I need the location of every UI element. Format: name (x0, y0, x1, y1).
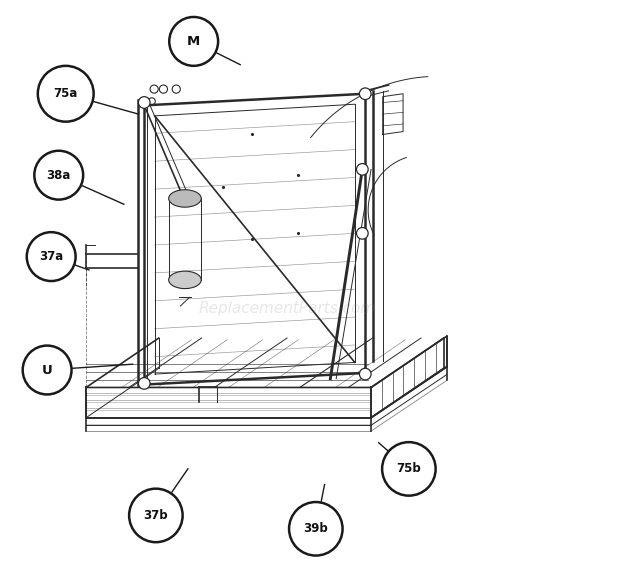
Circle shape (38, 66, 94, 122)
Circle shape (138, 378, 150, 389)
Ellipse shape (169, 271, 202, 289)
Circle shape (360, 88, 371, 100)
Text: 38a: 38a (46, 168, 71, 182)
Circle shape (27, 232, 76, 281)
Circle shape (138, 97, 150, 108)
Circle shape (356, 164, 368, 175)
Text: U: U (42, 364, 53, 377)
Ellipse shape (169, 189, 202, 207)
Text: 75b: 75b (397, 462, 421, 475)
Text: M: M (187, 35, 200, 48)
Circle shape (129, 489, 183, 542)
Circle shape (289, 502, 343, 556)
Text: 37a: 37a (39, 250, 63, 263)
Circle shape (360, 368, 371, 380)
Circle shape (34, 151, 83, 199)
Text: 39b: 39b (303, 522, 328, 535)
Circle shape (382, 442, 436, 496)
Circle shape (356, 227, 368, 239)
Text: 37b: 37b (144, 509, 168, 522)
Circle shape (23, 346, 71, 395)
Text: 75a: 75a (53, 87, 78, 100)
Text: ReplacementParts.com: ReplacementParts.com (198, 301, 375, 317)
Circle shape (169, 17, 218, 66)
